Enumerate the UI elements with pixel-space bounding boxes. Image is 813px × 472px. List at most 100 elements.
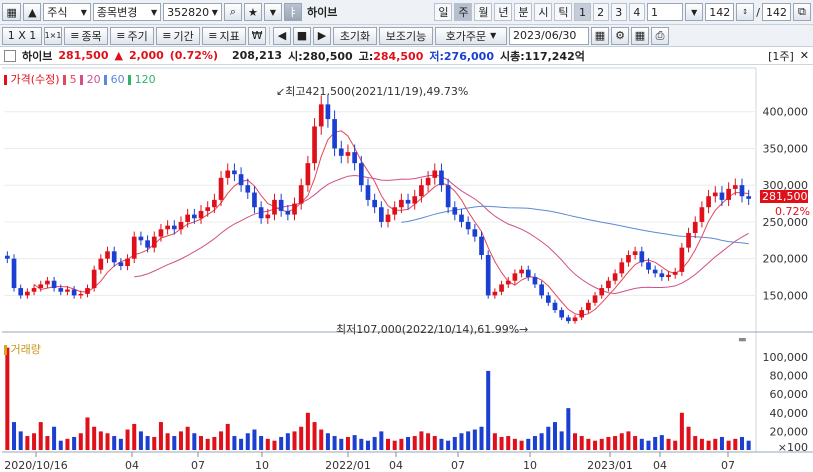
indicator-button[interactable]: ≡ 지표 bbox=[202, 26, 246, 45]
period-button[interactable]: ≡ 기간 bbox=[156, 26, 200, 45]
period-tab-hour[interactable]: 시 bbox=[534, 3, 553, 21]
custom-number-input[interactable]: 1 bbox=[646, 3, 684, 21]
cycle-button[interactable]: ≡ 주기 bbox=[110, 26, 154, 45]
order-button[interactable]: 호가주문 ▼ bbox=[435, 26, 507, 45]
volume-bar bbox=[619, 433, 624, 450]
volume-bar bbox=[112, 436, 117, 450]
open-label: 시: bbox=[288, 49, 303, 63]
candle-body bbox=[145, 240, 150, 248]
list-dropdown-icon[interactable]: ▼ bbox=[263, 3, 282, 21]
volume-bar bbox=[352, 435, 357, 450]
candle-body bbox=[639, 251, 645, 263]
x-tick-label: 04 bbox=[653, 459, 667, 472]
next-icon[interactable]: ▶ bbox=[313, 26, 331, 45]
chart-area[interactable]: 150,000 200,000 250,000 300,000 350,000 400,0… bbox=[0, 65, 813, 472]
panel-expand-icon[interactable]: ▬ bbox=[738, 335, 747, 345]
volume-bar bbox=[593, 440, 598, 450]
volume-legend-label: 거래량 bbox=[10, 343, 41, 356]
volume-bar bbox=[319, 429, 324, 450]
won-icon[interactable]: ₩ bbox=[248, 26, 266, 45]
window-icon[interactable]: ⧉ bbox=[792, 3, 811, 21]
order-label: 호가주문 bbox=[445, 29, 487, 43]
candle-body bbox=[666, 274, 671, 278]
candle-body bbox=[465, 221, 471, 230]
number-tab-2[interactable]: 2 bbox=[592, 3, 609, 21]
candle-body bbox=[278, 199, 284, 211]
volume-bar bbox=[325, 433, 330, 450]
current-pct-tag: 0.72% bbox=[775, 205, 810, 218]
volume-bar bbox=[25, 436, 30, 450]
volume-bar bbox=[219, 431, 224, 450]
volume-bar bbox=[613, 436, 618, 450]
candle-body bbox=[512, 273, 518, 281]
reset-button[interactable]: 초기화 bbox=[333, 26, 377, 45]
calendar-icon[interactable]: ▦ bbox=[591, 26, 609, 45]
period-tab-day[interactable]: 일 bbox=[434, 3, 453, 21]
count-input[interactable]: 142 bbox=[705, 3, 735, 21]
number-tab-1[interactable]: 1 bbox=[574, 3, 591, 21]
stop-icon[interactable]: ■ bbox=[293, 26, 311, 45]
candle-body bbox=[185, 214, 190, 222]
volume-bar bbox=[693, 436, 698, 450]
candle-body bbox=[385, 214, 391, 222]
number-tab-3[interactable]: 3 bbox=[610, 3, 627, 21]
legend-ma5-swatch bbox=[63, 75, 67, 85]
up-arrow-button[interactable]: ▲ bbox=[23, 3, 42, 21]
period-tab-month[interactable]: 월 bbox=[474, 3, 493, 21]
candle-body bbox=[586, 302, 591, 311]
legend-ma5: 5 bbox=[69, 73, 77, 86]
period-tab-week[interactable]: 주 bbox=[454, 3, 473, 21]
volume-bar bbox=[18, 431, 23, 450]
change-arrow-icon: ▲ bbox=[114, 49, 123, 62]
favorite-star-icon[interactable]: ★ bbox=[243, 3, 262, 21]
item-button[interactable]: ≡ 종목 bbox=[64, 26, 108, 45]
volume-bar bbox=[299, 426, 304, 450]
period-tab-tick[interactable]: 틱 bbox=[554, 3, 573, 21]
scale-button[interactable]: 1 X 1 bbox=[2, 26, 42, 45]
search-icon[interactable]: ⌕ bbox=[223, 3, 242, 21]
high-annotation-text: 최고421,500(2021/11/19),49.73% bbox=[285, 85, 469, 98]
grid-menu-icon[interactable]: ▦ bbox=[2, 3, 22, 21]
candle-body bbox=[492, 291, 498, 296]
volume-bar bbox=[499, 436, 504, 450]
candle-body bbox=[312, 126, 317, 164]
candle-body bbox=[45, 280, 50, 285]
candle-body bbox=[332, 119, 337, 149]
aux-button[interactable]: 보조기능 bbox=[379, 26, 433, 45]
price-chart-svg[interactable]: 150,000 200,000 250,000 300,000 350,000 400,0… bbox=[0, 65, 813, 472]
market-type-select[interactable]: 주식 ▼ bbox=[43, 3, 91, 21]
stock-code-input[interactable]: 352820 ▼ bbox=[163, 3, 222, 21]
close-icon[interactable]: ✕ bbox=[799, 49, 809, 62]
print-icon[interactable]: ⎙ bbox=[651, 26, 669, 45]
one-by-one-icon[interactable]: 1×1 bbox=[44, 26, 62, 45]
period-tab-year[interactable]: 년 bbox=[494, 3, 513, 21]
volume-bar bbox=[165, 433, 170, 450]
volume-bar bbox=[132, 423, 137, 450]
number-tab-4[interactable]: 4 bbox=[628, 3, 645, 21]
number-dropdown-icon[interactable]: ▼ bbox=[685, 3, 704, 21]
prev-icon[interactable]: ◀ bbox=[273, 26, 291, 45]
volume-bar bbox=[92, 426, 97, 450]
candle-body bbox=[218, 177, 224, 200]
grid-icon[interactable]: ▦ bbox=[631, 26, 649, 45]
stock-change-select[interactable]: 종목변경 ▼ bbox=[92, 3, 162, 21]
count-spinner[interactable]: ↕ bbox=[736, 3, 755, 21]
candle-body bbox=[125, 258, 130, 267]
candle-body bbox=[325, 104, 331, 120]
count-b-value: 142 bbox=[765, 5, 787, 19]
candle-body bbox=[358, 163, 364, 186]
volume-bar bbox=[733, 438, 738, 450]
volume-bar bbox=[152, 436, 157, 450]
date-input[interactable]: 2023/06/30 bbox=[509, 26, 589, 45]
volume-bar bbox=[419, 431, 424, 450]
volume-bar bbox=[492, 433, 497, 450]
x-tick-label: 10 bbox=[255, 459, 269, 472]
settings-gear-icon[interactable]: ⚙ bbox=[611, 26, 629, 45]
candle-body bbox=[245, 185, 251, 193]
period-tab-minute[interactable]: 분 bbox=[514, 3, 533, 21]
volume-bar bbox=[58, 440, 63, 450]
candle-body bbox=[38, 284, 44, 289]
checkbox[interactable] bbox=[4, 49, 16, 62]
low-price: 276,000 bbox=[443, 49, 494, 63]
candle-body bbox=[419, 185, 424, 197]
